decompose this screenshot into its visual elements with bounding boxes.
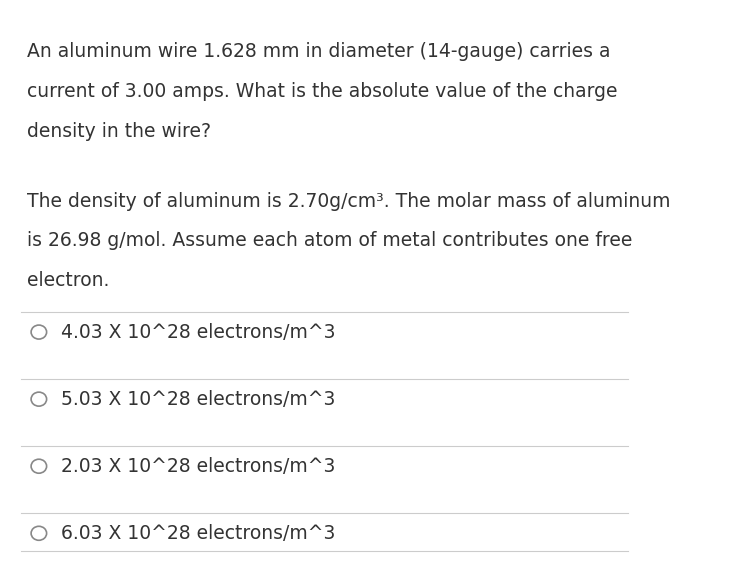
Text: An aluminum wire 1.628 mm in diameter (14-gauge) carries a: An aluminum wire 1.628 mm in diameter (1… [27, 42, 611, 61]
Text: current of 3.00 amps. What is the absolute value of the charge: current of 3.00 amps. What is the absolu… [27, 82, 618, 101]
Text: electron.: electron. [27, 271, 110, 290]
Text: 4.03 X 10^28 electrons/m^3: 4.03 X 10^28 electrons/m^3 [61, 322, 336, 342]
Text: 5.03 X 10^28 electrons/m^3: 5.03 X 10^28 electrons/m^3 [61, 390, 335, 408]
Text: The density of aluminum is 2.70g/cm³. The molar mass of aluminum: The density of aluminum is 2.70g/cm³. Th… [27, 192, 671, 210]
Text: is 26.98 g/mol. Assume each atom of metal contributes one free: is 26.98 g/mol. Assume each atom of meta… [27, 231, 633, 250]
Text: density in the wire?: density in the wire? [27, 121, 211, 141]
Text: 2.03 X 10^28 electrons/m^3: 2.03 X 10^28 electrons/m^3 [61, 456, 335, 476]
Text: 6.03 X 10^28 electrons/m^3: 6.03 X 10^28 electrons/m^3 [61, 524, 335, 543]
